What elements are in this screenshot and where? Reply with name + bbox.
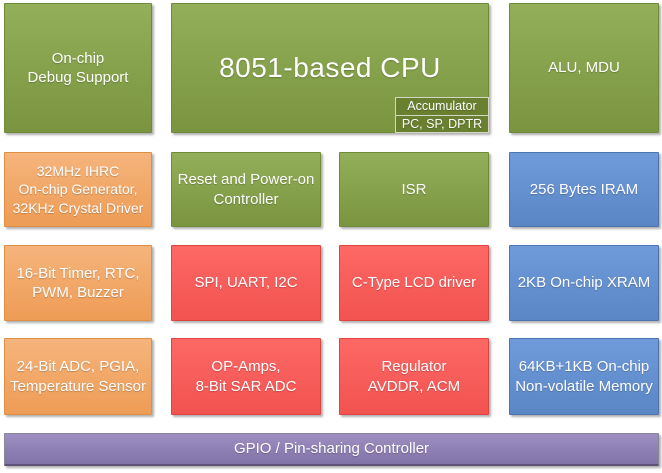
block-clock-generator: 32MHz IHRC On-chip Generator, 32KHz Crys… [4, 152, 152, 227]
block-label-line: 8-Bit SAR ADC [195, 377, 297, 395]
block-label: GPIO / Pin-sharing Controller [233, 440, 430, 458]
block-label: C-Type LCD driver [351, 274, 477, 292]
block-label-line: OP-Amps, [211, 358, 281, 376]
accumulator-label: Accumulator [407, 99, 477, 113]
block-opamps-sar-adc: OP-Amps, 8-Bit SAR ADC [171, 338, 321, 415]
block-regulator: Regulator AVDDR, ACM [339, 338, 489, 415]
block-label-line: AVDDR, ACM [367, 377, 461, 395]
block-reset-power-on-controller: Reset and Power-on Controller [171, 152, 321, 227]
block-label: ISR [401, 180, 427, 198]
block-label-line: Temperature Sensor [10, 377, 146, 395]
cpu-label: 8051-based CPU [219, 52, 441, 84]
block-iram: 256 Bytes IRAM [509, 152, 659, 227]
block-xram: 2KB On-chip XRAM [509, 245, 659, 321]
registers-label: PC, SP, DPTR [396, 115, 488, 132]
block-nonvolatile-memory: 64KB+1KB On-chip Non-volatile Memory [509, 338, 659, 415]
block-adc-pgia-temp-sensor: 24-Bit ADC, PGIA, Temperature Sensor [4, 338, 152, 415]
block-label-line: 24-Bit ADC, PGIA, [16, 358, 140, 376]
block-8051-cpu: 8051-based CPU Accumulator PC, SP, DPTR [171, 3, 489, 133]
block-label-line: 64KB+1KB On-chip [518, 358, 650, 376]
block-timer-rtc-pwm-buzzer: 16-Bit Timer, RTC, PWM, Buzzer [4, 245, 152, 321]
block-label-line: On-chip Generator, [18, 181, 138, 198]
block-label: ALU, MDU [548, 59, 620, 77]
block-label-line: On-chip [51, 49, 105, 67]
block-label: 2KB On-chip XRAM [517, 274, 651, 292]
block-gpio-pin-sharing-controller: GPIO / Pin-sharing Controller [4, 433, 659, 466]
block-label-line: Non-volatile Memory [515, 377, 653, 395]
block-label-line: PWM, Buzzer [32, 284, 124, 301]
block-alu-mdu: ALU, MDU [509, 3, 659, 133]
block-isr: ISR [339, 152, 489, 227]
block-label-line: 32KHz Crystal Driver [12, 199, 144, 216]
block-accumulator-registers: Accumulator PC, SP, DPTR [395, 97, 489, 133]
block-label-line: 32MHz IHRC [36, 163, 120, 180]
block-on-chip-debug-support: On-chip Debug Support [4, 3, 152, 133]
block-label-line: Reset and Power-on [177, 171, 315, 189]
block-label-line: Controller [213, 190, 279, 208]
block-label: SPI, UART, I2C [194, 274, 298, 292]
block-label: 256 Bytes IRAM [529, 180, 639, 198]
block-label-line: Debug Support [27, 69, 129, 86]
block-spi-uart-i2c: SPI, UART, I2C [171, 245, 321, 321]
block-label-line: 16-Bit Timer, RTC, [16, 264, 140, 282]
block-lcd-driver: C-Type LCD driver [339, 245, 489, 321]
block-label-line: Regulator [381, 358, 447, 376]
